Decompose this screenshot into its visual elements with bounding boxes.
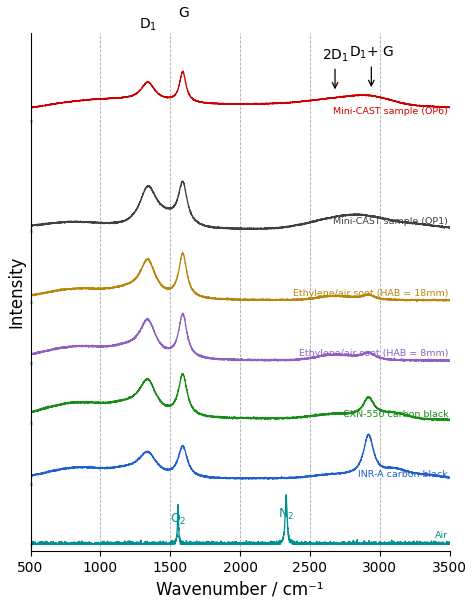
Text: G: G	[178, 5, 189, 19]
X-axis label: Wavenumber / cm⁻¹: Wavenumber / cm⁻¹	[156, 580, 324, 598]
Y-axis label: Intensity: Intensity	[7, 255, 25, 328]
Text: N$_2$: N$_2$	[278, 507, 294, 522]
Text: O$_2$: O$_2$	[170, 511, 186, 526]
Text: Ethylene/air soot (HAB = 18mm): Ethylene/air soot (HAB = 18mm)	[292, 289, 448, 298]
Text: INR-A carbon black: INR-A carbon black	[358, 470, 448, 479]
Text: D$_1$: D$_1$	[139, 16, 157, 33]
Text: Mini-CAST sample (OP1): Mini-CAST sample (OP1)	[333, 217, 448, 226]
Text: CXN-550 carbon black: CXN-550 carbon black	[343, 410, 448, 419]
Text: Air: Air	[435, 531, 448, 540]
Text: Ethylene/air soot (HAB = 8mm): Ethylene/air soot (HAB = 8mm)	[299, 349, 448, 358]
Text: 2D$_1$: 2D$_1$	[321, 47, 348, 88]
Text: D$_1$+ G: D$_1$+ G	[349, 45, 394, 86]
Text: Mini-CAST sample (OP6): Mini-CAST sample (OP6)	[333, 108, 448, 116]
